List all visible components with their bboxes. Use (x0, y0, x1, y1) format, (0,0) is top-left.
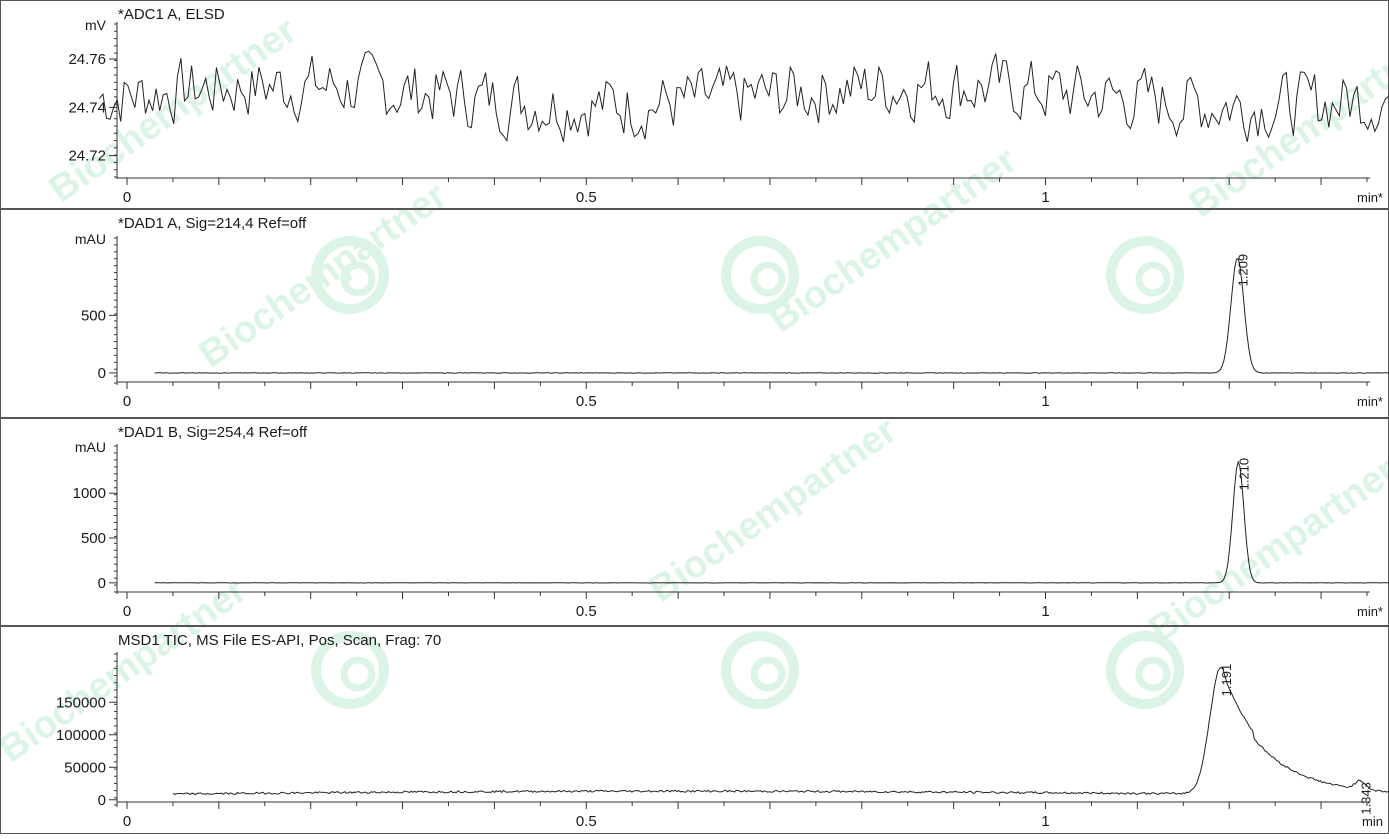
y-tick-label: 50000 (64, 759, 106, 776)
watermark-logo-icon (754, 265, 782, 293)
watermark-text: Biochempartner (0, 569, 255, 771)
watermark-text: Biochempartner (192, 174, 455, 376)
panel-frame (1, 210, 1389, 418)
x-tick-label: 0.5 (576, 189, 597, 206)
peak-label: 1.210 (1236, 458, 1251, 491)
peak-label: 1.343 (1359, 782, 1374, 815)
x-tick-label: 0 (123, 603, 131, 620)
y-tick-label: 500 (81, 530, 106, 547)
y-tick-label: 1000 (73, 485, 106, 502)
x-axis-unit: min* (1357, 394, 1383, 409)
x-tick-label: 0 (123, 813, 131, 830)
watermark-logo-icon (344, 660, 372, 688)
x-tick-label: 0.5 (576, 603, 597, 620)
x-axis-unit: min* (1357, 190, 1383, 205)
peak-label: 1.191 (1219, 664, 1234, 697)
y-axis-unit: mAU (75, 231, 106, 247)
x-tick-label: 0 (123, 393, 131, 410)
y-axis-unit: mV (85, 17, 107, 33)
watermark-logo-icon (1139, 660, 1167, 688)
watermark-text: Biochempartner (762, 139, 1025, 341)
x-tick-label: 1 (1041, 813, 1049, 830)
x-axis-unit: min (1362, 814, 1383, 829)
watermark-logo-icon (754, 660, 782, 688)
signal-trace (99, 49, 1389, 142)
y-tick-label: 0 (98, 792, 106, 809)
panel-title: *DAD1 A, Sig=214,4 Ref=off (118, 215, 307, 232)
x-tick-label: 1 (1041, 603, 1049, 620)
x-tick-label: 1 (1041, 189, 1049, 206)
watermark-text: Biochempartner (1142, 449, 1389, 651)
y-tick-label: 100000 (56, 727, 106, 744)
watermark-logo-icon (1139, 265, 1167, 293)
panel-title: *DAD1 B, Sig=254,4 Ref=off (118, 424, 308, 441)
y-tick-label: 0 (98, 365, 106, 382)
y-tick-label: 24.74 (68, 99, 106, 116)
peak-label: 1.209 (1235, 254, 1250, 287)
x-tick-label: 0.5 (576, 813, 597, 830)
x-axis-unit: min* (1357, 604, 1383, 619)
panel-title: *ADC1 A, ELSD (118, 6, 225, 23)
y-tick-label: 500 (81, 307, 106, 324)
x-tick-label: 1 (1041, 393, 1049, 410)
watermark-text: Biochempartner (642, 409, 905, 611)
chromatogram-panel-2: *DAD1 A, Sig=214,4 Ref=off 0 500 mAU 0 0.5 1 1.… (1, 210, 1389, 418)
y-tick-label: 24.72 (68, 148, 106, 165)
y-tick-label: 24.76 (68, 51, 106, 68)
x-tick-label: 0 (123, 189, 131, 206)
y-tick-label: 0 (98, 575, 106, 592)
x-tick-label: 0.5 (576, 393, 597, 410)
watermark-layer: Biochempartner Biochempartner Biochempartn… (0, 9, 1389, 771)
panel-title: MSD1 TIC, MS File ES-API, Pos, Scan, Fra… (118, 632, 441, 649)
y-axis-unit: mAU (75, 439, 106, 455)
y-tick-label: 150000 (56, 694, 106, 711)
